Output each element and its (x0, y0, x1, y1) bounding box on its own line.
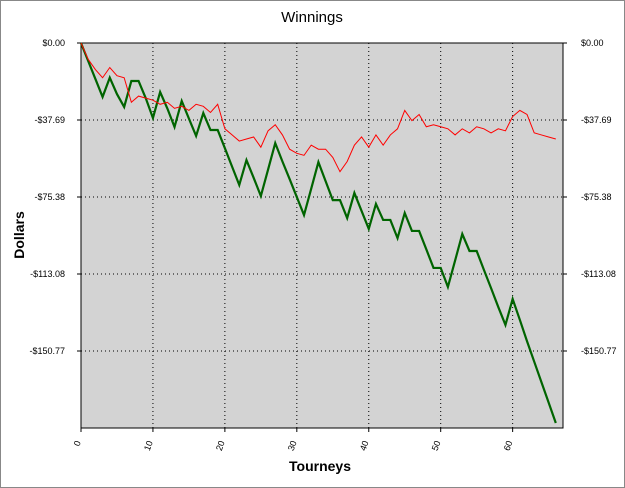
y2-tick-label: $0.00 (581, 38, 604, 48)
chart-title: Winnings (281, 9, 343, 26)
series-line (79, 42, 557, 424)
y-tick-label: -$37.69 (34, 115, 65, 125)
plot-area (80, 42, 564, 429)
y2-tick-label: -$113.08 (581, 269, 616, 279)
y2-tick-label: -$37.69 (581, 115, 612, 125)
y-tick-label: $0.00 (42, 38, 65, 48)
x-tick-label: 20 (214, 439, 227, 452)
y-tick-label: -$150.77 (29, 346, 65, 356)
x-tick-label: 0 (72, 439, 83, 447)
x-tick-label: 30 (286, 439, 299, 452)
y2-tick-label: -$75.38 (581, 192, 612, 202)
y-tick-label: -$75.38 (34, 192, 65, 202)
y-axis-title: Dollars (11, 211, 27, 259)
x-axis-title: Tourneys (289, 458, 351, 474)
y2-tick-label: -$150.77 (581, 346, 617, 356)
x-tick-label: 10 (142, 439, 155, 452)
y-tick-label: -$113.08 (30, 269, 65, 279)
x-tick-label: 40 (358, 439, 371, 452)
series-line (80, 42, 556, 173)
x-tick-label: 60 (502, 439, 515, 452)
x-tick-label: 50 (430, 439, 443, 452)
